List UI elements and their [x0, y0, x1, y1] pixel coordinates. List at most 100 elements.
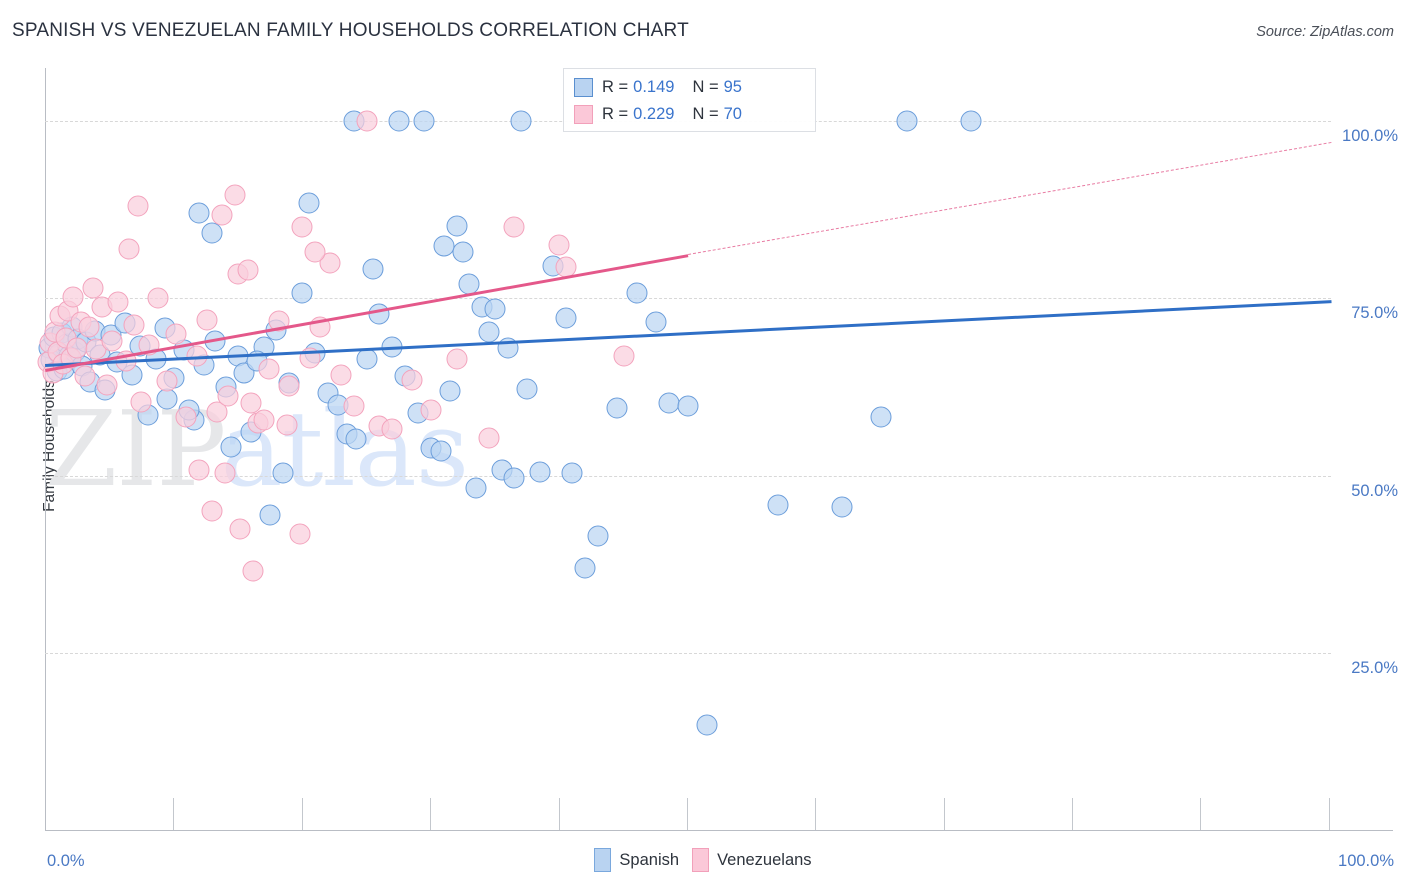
scatter-point-venezuelans[interactable] [268, 310, 290, 332]
scatter-point-spanish[interactable] [658, 392, 680, 414]
scatter-point-venezuelans[interactable] [224, 184, 246, 206]
scatter-point-spanish[interactable] [561, 462, 583, 484]
scatter-point-venezuelans[interactable] [62, 286, 84, 308]
scatter-point-venezuelans[interactable] [74, 365, 96, 387]
scatter-point-spanish[interactable] [677, 395, 699, 417]
scatter-point-venezuelans[interactable] [201, 500, 223, 522]
scatter-point-venezuelans[interactable] [503, 216, 525, 238]
scatter-point-spanish[interactable] [433, 235, 455, 257]
scatter-point-venezuelans[interactable] [217, 385, 239, 407]
scatter-point-spanish[interactable] [259, 504, 281, 526]
scatter-point-venezuelans[interactable] [613, 345, 635, 367]
scatter-point-venezuelans[interactable] [175, 406, 197, 428]
scatter-point-venezuelans[interactable] [107, 291, 129, 313]
scatter-point-spanish[interactable] [204, 330, 226, 352]
scatter-point-venezuelans[interactable] [123, 314, 145, 336]
scatter-point-spanish[interactable] [465, 477, 487, 499]
scatter-point-spanish[interactable] [381, 336, 403, 358]
scatter-point-venezuelans[interactable] [381, 418, 403, 440]
scatter-point-venezuelans[interactable] [188, 459, 210, 481]
scatter-point-venezuelans[interactable] [330, 364, 352, 386]
scatter-point-venezuelans[interactable] [240, 392, 262, 414]
scatter-point-venezuelans[interactable] [291, 216, 313, 238]
scatter-point-venezuelans[interactable] [101, 330, 123, 352]
scatter-point-venezuelans[interactable] [555, 256, 577, 278]
scatter-point-venezuelans[interactable] [299, 347, 321, 369]
scatter-point-venezuelans[interactable] [130, 391, 152, 413]
scatter-point-spanish[interactable] [439, 380, 461, 402]
scatter-point-venezuelans[interactable] [206, 401, 228, 423]
scatter-point-venezuelans[interactable] [478, 427, 500, 449]
scatter-point-venezuelans[interactable] [115, 350, 137, 372]
scatter-point-venezuelans[interactable] [82, 277, 104, 299]
scatter-point-spanish[interactable] [497, 337, 519, 359]
scatter-point-spanish[interactable] [345, 428, 367, 450]
scatter-point-spanish[interactable] [188, 202, 210, 224]
scatter-point-spanish[interactable] [388, 110, 410, 132]
scatter-point-venezuelans[interactable] [165, 323, 187, 345]
scatter-point-venezuelans[interactable] [186, 345, 208, 367]
scatter-point-spanish[interactable] [510, 110, 532, 132]
scatter-point-spanish[interactable] [555, 307, 577, 328]
scatter-point-venezuelans[interactable] [356, 110, 377, 132]
scatter-point-spanish[interactable] [362, 258, 384, 280]
scatter-point-spanish[interactable] [452, 241, 474, 263]
scatter-point-venezuelans[interactable] [127, 195, 149, 217]
scatter-point-spanish[interactable] [413, 110, 435, 132]
scatter-point-spanish[interactable] [368, 303, 390, 325]
scatter-point-spanish[interactable] [516, 378, 538, 400]
scatter-point-venezuelans[interactable] [118, 238, 140, 260]
scatter-point-venezuelans[interactable] [96, 374, 118, 396]
legend-item-spanish[interactable]: Spanish [594, 848, 679, 872]
scatter-point-spanish[interactable] [696, 714, 718, 736]
scatter-point-spanish[interactable] [478, 321, 500, 343]
scatter-point-venezuelans[interactable] [548, 234, 570, 256]
scatter-point-spanish[interactable] [156, 388, 178, 410]
scatter-point-venezuelans[interactable] [420, 399, 442, 421]
scatter-point-spanish[interactable] [201, 222, 223, 244]
scatter-point-spanish[interactable] [606, 397, 628, 419]
scatter-point-venezuelans[interactable] [147, 287, 169, 309]
scatter-point-venezuelans[interactable] [278, 375, 300, 397]
scatter-point-venezuelans[interactable] [211, 204, 233, 226]
scatter-point-venezuelans[interactable] [196, 309, 218, 331]
scatter-point-venezuelans[interactable] [289, 523, 311, 545]
scatter-point-spanish[interactable] [298, 192, 320, 214]
scatter-point-venezuelans[interactable] [401, 369, 422, 391]
scatter-point-venezuelans[interactable] [229, 518, 251, 540]
scatter-point-spanish[interactable] [587, 525, 609, 547]
scatter-point-spanish[interactable] [645, 311, 667, 333]
scatter-point-venezuelans[interactable] [276, 414, 298, 436]
scatter-point-venezuelans[interactable] [253, 409, 275, 431]
scatter-point-venezuelans[interactable] [214, 462, 236, 484]
scatter-point-venezuelans[interactable] [309, 316, 331, 338]
scatter-point-spanish[interactable] [831, 496, 853, 518]
scatter-point-venezuelans[interactable] [66, 337, 88, 359]
scatter-point-venezuelans[interactable] [304, 241, 326, 263]
scatter-point-spanish[interactable] [767, 494, 789, 516]
scatter-point-venezuelans[interactable] [237, 259, 259, 281]
scatter-point-spanish[interactable] [291, 282, 313, 304]
scatter-point-spanish[interactable] [870, 406, 892, 428]
scatter-point-spanish[interactable] [446, 215, 468, 237]
scatter-point-spanish[interactable] [503, 467, 525, 489]
scatter-point-venezuelans[interactable] [138, 334, 160, 356]
scatter-point-venezuelans[interactable] [258, 358, 280, 380]
scatter-point-venezuelans[interactable] [242, 560, 264, 582]
scatter-point-venezuelans[interactable] [343, 395, 365, 417]
scatter-point-venezuelans[interactable] [156, 370, 178, 392]
scatter-point-spanish[interactable] [356, 348, 377, 370]
scatter-point-venezuelans[interactable] [319, 252, 341, 274]
scatter-point-spanish[interactable] [626, 282, 648, 304]
scatter-point-spanish[interactable] [272, 462, 294, 484]
legend-item-venezuelans[interactable]: Venezuelans [692, 848, 812, 872]
scatter-point-spanish[interactable] [529, 461, 551, 483]
scatter-point-spanish[interactable] [220, 436, 242, 458]
scatter-point-spanish[interactable] [960, 110, 982, 132]
scatter-point-spanish[interactable] [896, 110, 918, 132]
scatter-point-venezuelans[interactable] [78, 316, 100, 338]
scatter-point-spanish[interactable] [458, 273, 480, 295]
scatter-point-spanish[interactable] [484, 298, 506, 320]
scatter-point-venezuelans[interactable] [446, 348, 468, 370]
scatter-point-spanish[interactable] [574, 557, 596, 579]
